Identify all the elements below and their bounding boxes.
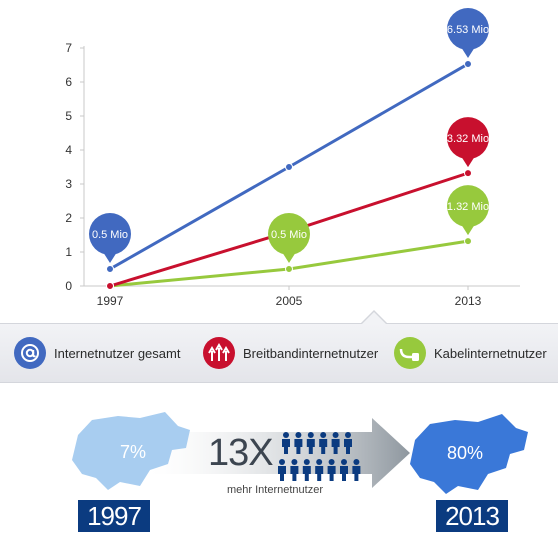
legend-item-kabelinternetnutzer: Kabelinternetnutzer	[394, 337, 547, 369]
value-callout: 6.53 Mio	[447, 7, 489, 58]
switzerland-map-2013	[410, 414, 528, 494]
value-callout: 0.5 Mio	[268, 213, 310, 263]
percent-2013: 80%	[447, 443, 484, 463]
legend-notch-fill	[361, 312, 387, 325]
callout-bubble	[447, 7, 489, 50]
x-tick-label: 2013	[455, 294, 482, 308]
y-tick-label: 3	[65, 177, 72, 191]
person-icon	[282, 432, 290, 454]
year-box-2013: 2013	[436, 500, 508, 532]
people-icons-group	[278, 432, 361, 481]
value-callout: 1.32 Mio	[447, 185, 489, 236]
person-icon	[344, 432, 352, 454]
person-icon	[319, 432, 328, 454]
callout-bubble	[447, 117, 489, 160]
multiplier-caption: mehr Internetnutzer	[227, 484, 323, 496]
at-sign-icon	[14, 337, 46, 369]
callout-bubble	[268, 213, 310, 255]
legend-item-internetnutzer-gesamt: Internetnutzer gesamt	[14, 337, 180, 369]
callout-bubble	[89, 213, 131, 255]
year-box-1997: 1997	[78, 500, 150, 532]
data-point	[285, 163, 293, 171]
y-tick-label: 7	[65, 41, 72, 55]
person-icon	[278, 459, 286, 481]
data-point	[106, 265, 114, 273]
chart-legend: Internetnutzer gesamt Breitbandinternetn…	[0, 323, 558, 383]
data-point	[464, 237, 472, 246]
person-icon	[352, 459, 361, 481]
x-tick-label: 2005	[276, 294, 303, 308]
data-point	[285, 265, 293, 273]
y-tick-label: 0	[65, 279, 72, 293]
legend-label: Kabelinternetnutzer	[434, 345, 547, 361]
cable-plug-icon	[394, 337, 426, 369]
person-icon	[315, 459, 324, 481]
callout-bubble	[447, 185, 489, 228]
data-point	[464, 59, 472, 68]
legend-label: Internetnutzer gesamt	[54, 345, 181, 361]
arrows-up-icon	[203, 337, 235, 369]
x-tick-label: 1997	[97, 294, 124, 308]
comparison-panel: 7% 80% 13X mehr Internetnutzer 1997 2013	[0, 390, 558, 537]
value-callout: 0.5 Mio	[89, 213, 131, 263]
person-icon	[302, 459, 311, 481]
callout-label: 3.32 Mio	[447, 133, 489, 145]
person-icon	[331, 432, 340, 454]
value-callout: 3.32 Mio	[447, 117, 489, 168]
switzerland-map-1997	[72, 412, 190, 490]
chart-callouts: 0.5 Mio 0.5 Mio 6.53 Mio 3.32 Mio 1.32 Mio	[89, 7, 489, 263]
y-tick-label: 2	[65, 211, 72, 225]
person-icon	[290, 459, 299, 481]
callout-label: 0.5 Mio	[92, 229, 128, 241]
callout-pointer	[103, 252, 117, 263]
y-tick-label: 4	[65, 143, 72, 157]
comparison-graphics	[72, 412, 528, 494]
y-tick-label: 6	[65, 75, 72, 89]
person-icon	[306, 432, 315, 454]
callout-label: 6.53 Mio	[447, 24, 489, 36]
chart-axes: 0 1 2 3 4 5 6 7 1997 2005 2013	[65, 41, 520, 308]
callout-pointer	[461, 224, 475, 236]
legend-item-breitbandinternetnutzer: Breitbandinternetnutzer	[203, 337, 378, 369]
callout-label: 0.5 Mio	[271, 229, 307, 241]
callout-pointer	[461, 156, 475, 168]
data-point	[106, 282, 114, 290]
multiplier-text: 13X	[208, 432, 274, 474]
legend-label: Breitbandinternetnutzer	[243, 345, 379, 361]
y-tick-label: 1	[65, 245, 72, 259]
callout-pointer	[282, 252, 296, 263]
callout-label: 1.32 Mio	[447, 201, 489, 213]
data-point	[464, 169, 472, 178]
y-tick-label: 5	[65, 109, 72, 123]
line-chart: 0 1 2 3 4 5 6 7 1997 2005 2013 0.5 Mio 0.5 Mio 6.53 …	[65, 7, 520, 308]
percent-1997: 7%	[120, 442, 147, 462]
person-icon	[327, 459, 336, 481]
callout-pointer	[461, 46, 475, 58]
person-icon	[340, 459, 348, 481]
person-icon	[294, 432, 303, 454]
